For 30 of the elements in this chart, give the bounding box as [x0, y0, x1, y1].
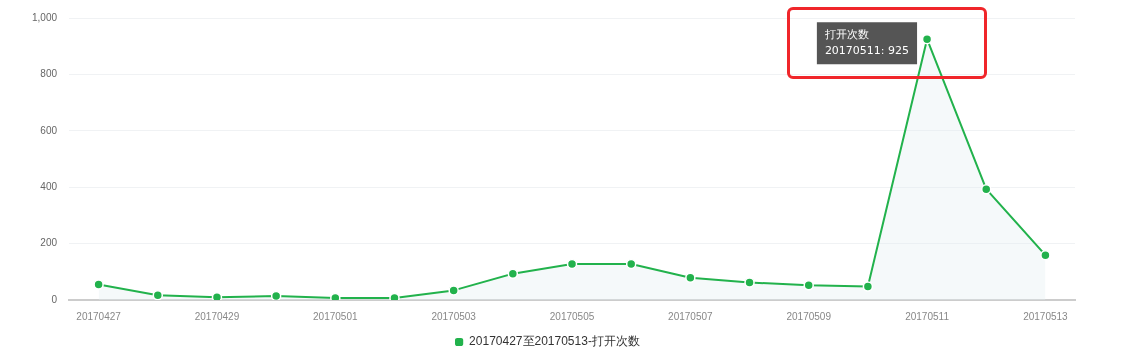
point: [93, 279, 104, 290]
x-tick-label: 20170507: [668, 310, 714, 322]
y-tick-label: 0: [51, 293, 58, 305]
point: [744, 277, 755, 288]
x-tick-label: 20170511: [905, 310, 950, 322]
point: [980, 183, 992, 195]
x-tick-label: 20170503: [431, 310, 477, 322]
x-tick-label: 20170429: [194, 310, 240, 322]
point: [625, 258, 637, 270]
point: [1040, 249, 1051, 261]
x-tick-label: 20170513: [1023, 310, 1069, 322]
point: [389, 292, 400, 300]
x-tick-label: 20170509: [786, 310, 832, 322]
x-tick-label: 20170427: [76, 310, 122, 322]
y-tick-label: 600: [40, 124, 58, 136]
point: [152, 289, 164, 300]
point: [270, 290, 282, 300]
point: [330, 292, 341, 300]
y-tick-label: 200: [40, 237, 58, 249]
legend-label: 20170427至20170513-打开次数: [469, 334, 640, 349]
y-tick-label: 1,000: [31, 11, 58, 23]
annotation: 打开次数 20170511: 925: [823, 27, 910, 57]
x-tick-label: 20170505: [549, 310, 595, 322]
y-tick-label: 400: [40, 180, 58, 192]
point: [448, 285, 459, 296]
point: [803, 280, 814, 291]
point: [566, 258, 578, 270]
point: [862, 281, 874, 292]
x-tick-label: 20170501: [313, 310, 358, 322]
y-tick-label: 800: [40, 68, 58, 80]
